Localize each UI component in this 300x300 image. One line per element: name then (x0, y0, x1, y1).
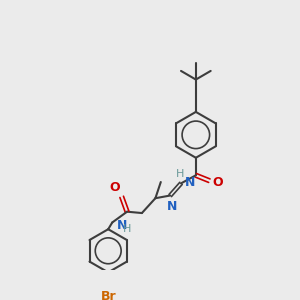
Text: N: N (167, 200, 177, 213)
Text: N: N (185, 176, 195, 188)
Text: H: H (122, 224, 131, 234)
Text: O: O (109, 181, 119, 194)
Text: Br: Br (100, 290, 116, 300)
Text: H: H (176, 169, 184, 178)
Text: O: O (213, 176, 223, 189)
Text: N: N (117, 219, 127, 232)
